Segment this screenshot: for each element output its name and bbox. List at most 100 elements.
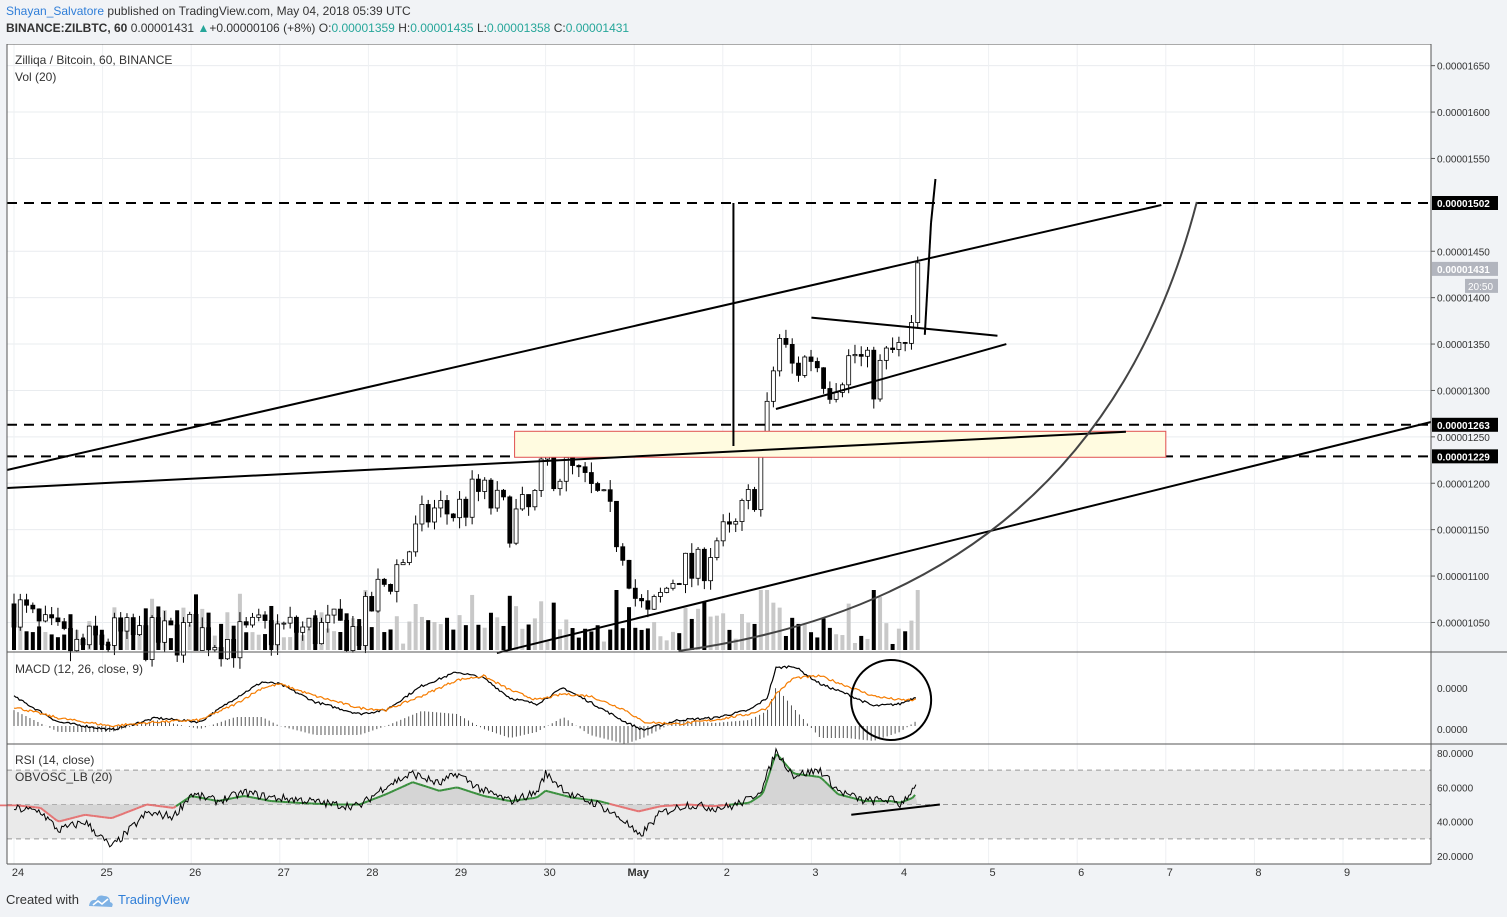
candle-body	[770, 370, 776, 402]
time-tick-label: 5	[990, 867, 996, 879]
rsi-tick-label: 20.0000	[1437, 852, 1474, 863]
volume-bar	[37, 626, 42, 650]
ohlc-line: BINANCE:ZILBTC, 60 0.00001431 ▲+0.000001…	[6, 21, 629, 35]
obv-line-segment	[755, 796, 759, 800]
obv-line-segment	[178, 801, 183, 806]
candle-body	[846, 355, 852, 386]
author-link[interactable]: Shayan_Salvatore	[6, 4, 105, 18]
candle-body	[256, 614, 262, 618]
volume-bar	[451, 629, 456, 650]
obv-line-segment	[834, 790, 839, 795]
obv-line-segment	[818, 776, 823, 780]
time-tick-label: 27	[278, 867, 290, 879]
time-tick-label: 2	[724, 867, 730, 879]
volume-bar	[758, 590, 763, 650]
obv-line-segment	[550, 791, 554, 794]
candle-body	[796, 362, 801, 376]
volume-bar	[614, 590, 619, 650]
obv-line-segment	[180, 799, 185, 804]
obv-line-segment	[505, 799, 509, 802]
price-label-box	[1432, 449, 1498, 464]
volume-bar	[482, 627, 487, 650]
time-tick-label: 26	[189, 867, 201, 879]
time-tick-label: 3	[812, 867, 818, 879]
macd-signal-line	[13, 674, 917, 728]
chart-canvas[interactable]: 0.00001650 0.00001600 0.00001550 0.00001450…	[0, 44, 1507, 883]
candle-body	[86, 625, 92, 646]
candle-body	[883, 347, 889, 361]
candle-body	[118, 617, 124, 632]
candle-body	[607, 489, 613, 502]
obv-line-segment	[757, 794, 762, 798]
obv-line-segment	[911, 794, 916, 799]
candle-body	[11, 603, 17, 628]
obv-line-segment	[468, 790, 472, 793]
volume-bar	[658, 636, 663, 650]
chart-header: Shayan_Salvatore published on TradingVie…	[0, 0, 1507, 44]
candle-body	[17, 599, 23, 628]
volume-bar	[733, 638, 738, 650]
volume-bar	[24, 631, 29, 650]
candle-body	[294, 616, 299, 633]
volume-bar	[332, 631, 337, 650]
obv-line-segment	[189, 795, 193, 799]
candle-body	[74, 638, 80, 652]
volume-bar	[281, 637, 286, 650]
candle-body	[406, 551, 412, 563]
volume-bar	[821, 618, 826, 650]
obv-line-segment	[372, 797, 376, 801]
candle-body	[632, 587, 638, 599]
candle-body	[871, 349, 877, 400]
volume-bar	[394, 616, 399, 650]
candle-body	[645, 600, 651, 610]
volume-bar	[250, 632, 255, 650]
candlestick-series	[11, 256, 921, 669]
obv-line-segment	[130, 808, 134, 812]
obv-line-segment	[138, 805, 142, 809]
candle-body	[821, 367, 826, 389]
obv-line-segment	[770, 758, 776, 768]
obv-line-segment	[792, 771, 796, 775]
volume-bar	[865, 638, 870, 650]
obv-line-segment	[143, 803, 148, 807]
created-with-label: Created with	[6, 892, 79, 907]
volume-bar	[570, 628, 575, 650]
candle-body	[896, 342, 902, 350]
volume-bar	[896, 628, 901, 650]
candle-body	[388, 584, 393, 592]
volume-bar	[815, 637, 820, 650]
obv-title: OBVOSC_LB (20)	[15, 770, 112, 784]
obv-line-segment	[837, 793, 841, 796]
obv-line-segment	[622, 806, 626, 809]
tradingview-brand-link[interactable]: TradingView	[118, 892, 190, 907]
obv-line-segment	[481, 794, 485, 798]
candle-body	[444, 500, 450, 515]
volume-bar	[470, 594, 475, 650]
obv-line-segment	[423, 784, 427, 788]
volume-bar	[137, 624, 142, 650]
tradingview-logo-icon[interactable]	[88, 893, 114, 909]
candle-body	[858, 354, 864, 357]
candle-body	[783, 338, 789, 345]
time-tick-label: 24	[12, 867, 24, 879]
obv-line-segment	[80, 814, 84, 817]
obv-line-segment	[383, 793, 387, 797]
candle-body	[162, 620, 168, 643]
obv-line-segment	[848, 795, 852, 799]
price-tick-label: 0.00001400	[1437, 294, 1490, 305]
obv-line-segment	[207, 798, 211, 801]
obv-line-segment	[428, 786, 432, 790]
obv-line-segment	[476, 792, 480, 796]
obv-line-segment	[135, 806, 140, 810]
candle-body	[24, 599, 29, 606]
obv-line-segment	[441, 788, 445, 792]
volume-bar	[915, 590, 920, 650]
volume-bar	[244, 632, 249, 650]
candle-body	[36, 608, 42, 622]
candle-body	[532, 490, 538, 508]
volume-bar	[438, 624, 443, 650]
candle-body	[494, 489, 500, 509]
price-tick-label: 0.00001100	[1437, 572, 1490, 583]
obv-line-segment	[229, 797, 233, 800]
volume-bar	[576, 637, 581, 650]
